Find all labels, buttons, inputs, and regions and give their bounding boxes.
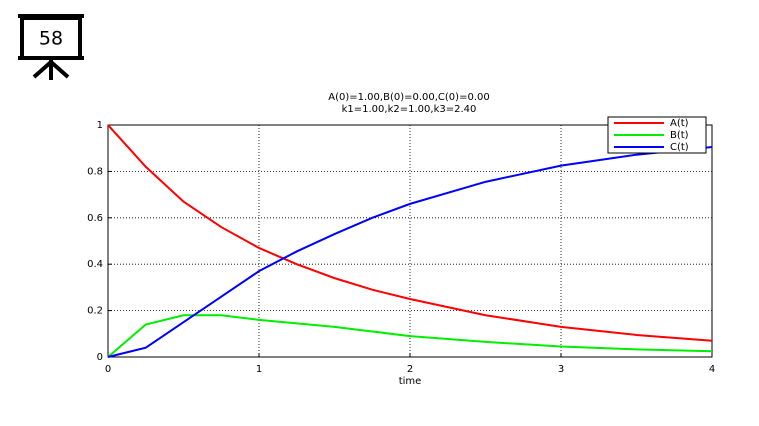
y-tick-label: 0.4	[87, 259, 103, 270]
y-tick-label: 1	[97, 120, 103, 131]
icon-label: 58	[39, 28, 63, 50]
legend-label: C(t)	[670, 142, 689, 153]
x-tick-label: 0	[105, 364, 111, 375]
x-tick-label: 4	[709, 364, 715, 375]
x-tick-label: 3	[558, 364, 564, 375]
series-line	[107, 314, 713, 358]
chart-title: A(0)=1.00,B(0)=0.00,C(0)=0.00	[328, 92, 489, 103]
plot-frame	[107, 124, 713, 358]
chart-subtitle: k1=1.00,k2=1.00,k3=2.40	[342, 104, 477, 115]
x-axis-label: time	[399, 376, 422, 387]
y-tick-label: 0	[97, 352, 103, 363]
y-tick-label: 0.2	[87, 306, 103, 317]
presentation-icon: 58	[18, 14, 84, 80]
legend-label: A(t)	[670, 118, 689, 129]
series-line	[107, 124, 713, 342]
x-tick-label: 2	[407, 364, 413, 375]
y-tick-label: 0.6	[87, 213, 103, 224]
y-tick-label: 0.8	[87, 166, 103, 177]
series-line	[107, 146, 713, 358]
x-tick-label: 1	[256, 364, 262, 375]
legend-label: B(t)	[670, 130, 689, 141]
